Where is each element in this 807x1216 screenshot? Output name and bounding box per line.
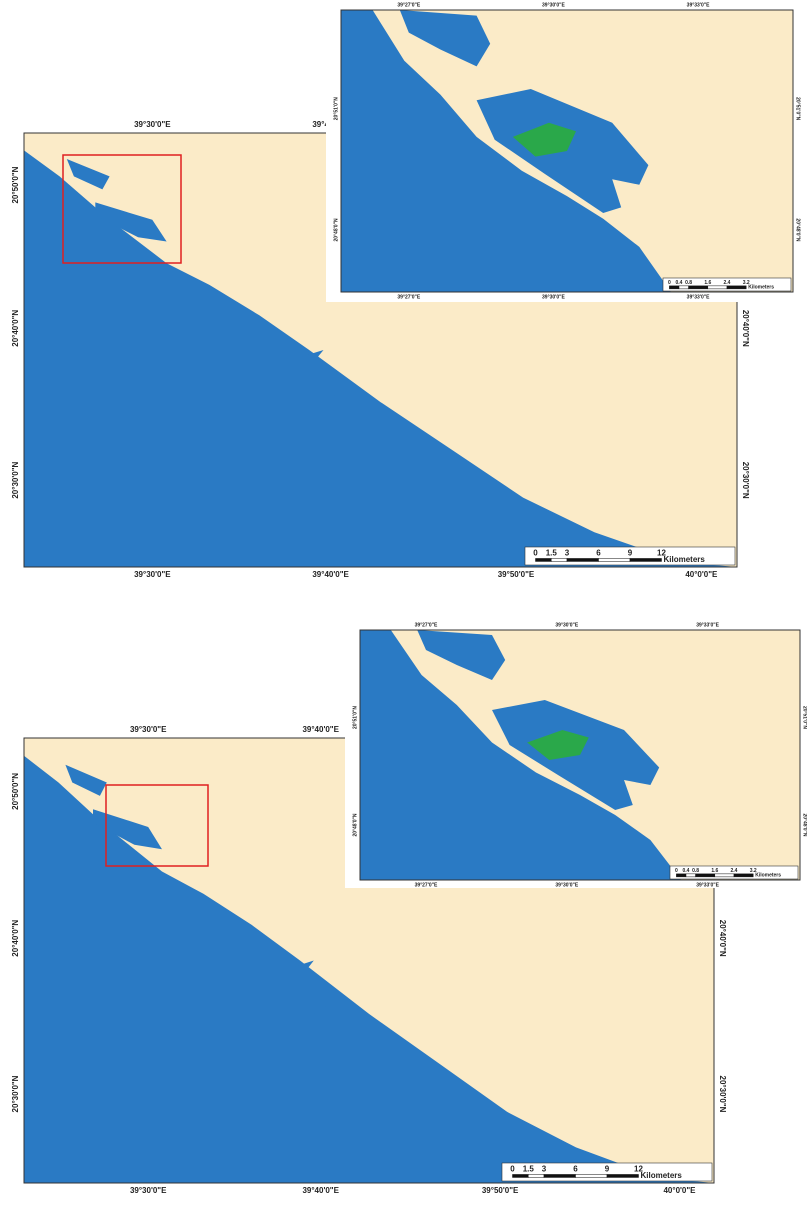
scale-unit: Kilometers (755, 873, 781, 879)
scale-segment (576, 1174, 608, 1177)
left-label: 20°48'0"N (333, 218, 339, 241)
left-label: 20°51'0"N (333, 97, 339, 120)
scale-label: 0.8 (685, 280, 692, 286)
scale-label: 3 (565, 548, 570, 557)
top-label: 39°30'0"E (134, 120, 171, 129)
scale-unit: Kilometers (641, 1171, 683, 1180)
scale-segment (715, 874, 734, 877)
scale-label: 9 (605, 1164, 610, 1173)
scale-segment (599, 558, 631, 561)
bottom-label: 39°40'0"E (312, 570, 349, 579)
right-label: 20°30'0"N (718, 1076, 727, 1113)
top-label: 39°27'0"E (415, 622, 438, 628)
bottom-label: 39°30'0"E (134, 570, 171, 579)
page: 39°30'0"E 39°40'0"E 39°30'0"E 39°40'0"E 39°5… (0, 0, 807, 1216)
scale-label: 1.5 (523, 1164, 535, 1173)
scale-label: 6 (573, 1164, 578, 1173)
scale-segment (676, 874, 686, 877)
scale-label: 1.5 (546, 548, 558, 557)
bottom-label: 40°0'0"E (663, 1186, 696, 1195)
scale-segment (630, 558, 662, 561)
scale-label: 0 (668, 280, 671, 286)
top-label: 39°33'0"E (687, 2, 710, 8)
scale-label: 1.6 (711, 868, 718, 874)
right-label: 20°40'0"N (718, 920, 727, 957)
scale-segment (727, 286, 746, 289)
right-label: 20°40'0"N (741, 310, 750, 347)
scale-label: 0.8 (692, 868, 699, 874)
bottom-label: 39°27'0"E (397, 294, 420, 300)
right-label: 20°48'0"N (795, 218, 801, 241)
left-label: 20°30'0"N (11, 462, 20, 499)
bottom-label: 39°50'0"E (498, 570, 535, 579)
right-label: 20°48'0"N (802, 813, 807, 836)
scale-segment (536, 558, 552, 561)
scale-segment (567, 558, 599, 561)
bottom-label: 39°40'0"E (302, 1186, 339, 1195)
bottom-label: 39°30'0"E (555, 882, 578, 888)
scale-label: 6 (596, 548, 601, 557)
scale-label: 2.4 (731, 868, 738, 874)
scale-unit: Kilometers (664, 555, 706, 564)
scale-label: 3 (542, 1164, 547, 1173)
scale-label: 1.6 (704, 280, 711, 286)
scale-segment (669, 286, 679, 289)
left-label: 20°40'0"N (11, 310, 20, 347)
scale-segment (607, 1174, 639, 1177)
left-label: 20°40'0"N (11, 920, 20, 957)
bottom-label: 39°27'0"E (415, 882, 438, 888)
scale-segment (528, 1174, 544, 1177)
top-label: 39°27'0"E (397, 2, 420, 8)
bottom-label: 39°30'0"E (542, 294, 565, 300)
top-label: 39°40'0"E (302, 725, 339, 734)
scale-label: 2.4 (724, 280, 731, 286)
scale-segment (708, 286, 727, 289)
left-label: 20°30'0"N (11, 1075, 20, 1112)
figure: 39°30'0"E 39°40'0"E 39°30'0"E 39°40'0"E 39°5… (0, 0, 807, 1216)
bottom-label: 39°50'0"E (482, 1186, 519, 1195)
scale-segment (686, 874, 696, 877)
bottom-label: 39°33'0"E (696, 882, 719, 888)
left-label: 20°50'0"N (11, 166, 20, 203)
right-label: 20°51'0"N (795, 97, 801, 120)
right-label: 20°51'0"N (802, 706, 807, 729)
bottom-label: 39°30'0"E (130, 1186, 167, 1195)
left-label: 20°48'0"N (352, 813, 358, 836)
top-label: 39°30'0"E (555, 622, 578, 628)
scale-label: 0 (533, 548, 538, 557)
scale-label: 0.4 (683, 868, 690, 874)
top-label: 39°30'0"E (542, 2, 565, 8)
right-label: 20°30'0"N (741, 462, 750, 499)
top-label: 39°30'0"E (130, 725, 167, 734)
scale-unit: Kilometers (748, 285, 774, 291)
scale-segment (551, 558, 567, 561)
bottom-label: 40°0'0"E (685, 570, 718, 579)
scale-label: 0.4 (676, 280, 683, 286)
left-label: 20°50'0"N (11, 773, 20, 810)
scale-label: 0 (675, 868, 678, 874)
top-label: 39°33'0"E (696, 622, 719, 628)
scale-label: 9 (628, 548, 633, 557)
bottom-label: 39°33'0"E (687, 294, 710, 300)
scale-segment (696, 874, 715, 877)
scale-segment (544, 1174, 576, 1177)
scale-label: 0 (510, 1164, 515, 1173)
scale-segment (689, 286, 708, 289)
scale-segment (513, 1174, 529, 1177)
left-label: 20°51'0"N (352, 706, 358, 729)
scale-segment (679, 286, 689, 289)
scale-segment (734, 874, 753, 877)
